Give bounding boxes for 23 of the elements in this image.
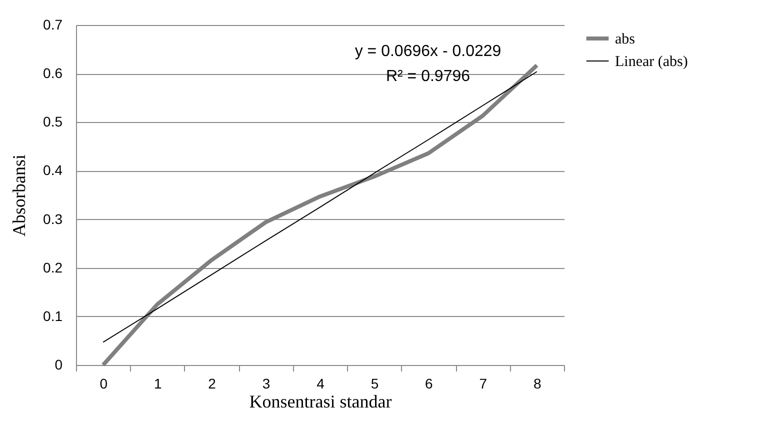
annotation: R² = 0.9796 [386, 68, 470, 85]
y-axis-title: Absorbansi [9, 154, 30, 236]
x-axis-title: Konsentrasi standar [249, 392, 392, 412]
x-tick-label: 1 [154, 376, 162, 392]
x-tick-label: 3 [262, 376, 270, 392]
x-tick-label: 0 [100, 376, 108, 392]
annotation: y = 0.0696x - 0.0229 [354, 43, 502, 60]
y-tick-label: 0.5 [43, 114, 63, 130]
y-tick-label: 0.3 [43, 210, 63, 227]
x-tick-label: 7 [479, 376, 488, 392]
y-tick-label: 0.7 [43, 16, 63, 32]
y-tick-label: 0.1 [43, 308, 63, 324]
legend-label: abs [615, 32, 636, 48]
x-tick-label: 6 [425, 376, 434, 392]
legend-label: Linear (abs) [615, 54, 688, 70]
y-tick-label: 0.6 [43, 65, 63, 82]
x-tick-label: 5 [370, 376, 379, 392]
x-tick-label: 8 [533, 376, 542, 392]
y-tick-label: 0.4 [43, 162, 63, 178]
y-tick-label: 0.2 [43, 259, 63, 276]
x-tick-label: 4 [316, 376, 325, 392]
x-tick-label: 2 [208, 376, 216, 392]
y-tick-label: 0 [54, 356, 63, 372]
